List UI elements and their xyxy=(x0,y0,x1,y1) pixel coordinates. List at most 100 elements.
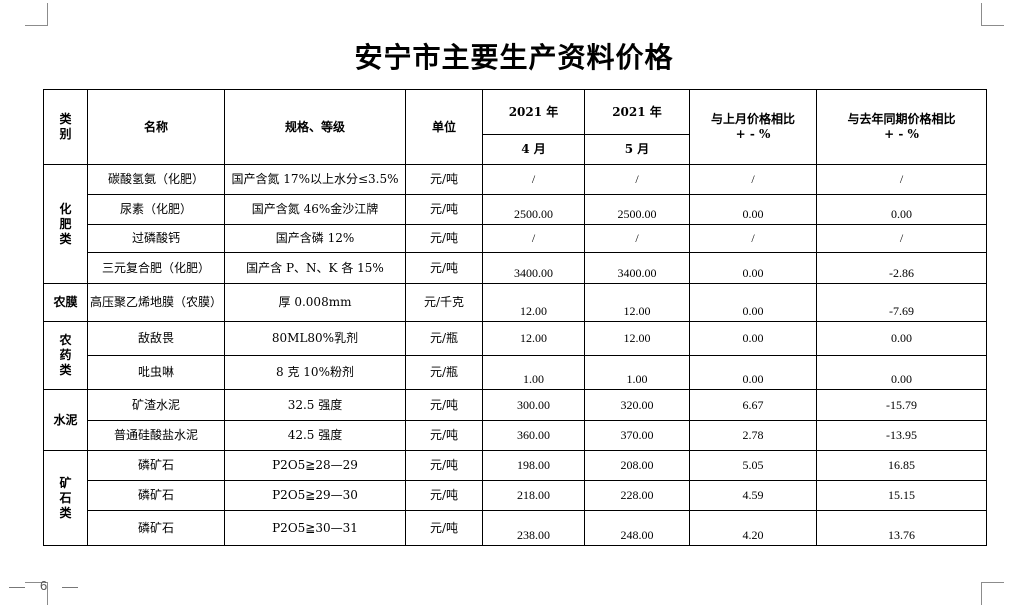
price-may: 370.00 xyxy=(584,420,690,451)
item-name: 矿渣水泥 xyxy=(87,389,225,421)
item-name: 过磷酸钙 xyxy=(87,224,225,253)
price-apr: 12.00 xyxy=(482,283,585,322)
item-spec: P2O5≧29—30 xyxy=(224,480,406,511)
table-row: 三元复合肥（化肥） 国产含 P、N、K 各 15% 元/吨 3400.00 3400.0… xyxy=(44,252,987,284)
item-spec: P2O5≧30—31 xyxy=(224,510,406,546)
change-mom: 4.20 xyxy=(689,510,817,546)
price-may: 12.00 xyxy=(584,283,690,322)
header-category: 类别 xyxy=(43,89,88,165)
change-yoy: -15.79 xyxy=(816,389,987,421)
table-row: 普通硅酸盐水泥 42.5 强度 元/吨 360.00 370.00 2.78 -13.95 xyxy=(44,420,987,451)
item-unit: 元/吨 xyxy=(405,450,483,481)
change-mom: 0.00 xyxy=(689,252,817,284)
price-apr: 3400.00 xyxy=(482,252,585,284)
item-unit: 元/吨 xyxy=(405,224,483,253)
item-unit: 元/吨 xyxy=(405,194,483,225)
item-name: 三元复合肥（化肥） xyxy=(87,252,225,284)
item-unit: 元/瓶 xyxy=(405,355,483,390)
header-month-a: 4 月 xyxy=(482,134,585,165)
category-cell: 水泥 xyxy=(43,389,88,451)
header-mom-line1: 与上月价格相比 xyxy=(710,112,795,126)
change-yoy: / xyxy=(816,224,987,253)
change-yoy: 16.85 xyxy=(816,450,987,481)
change-mom: 0.00 xyxy=(689,283,817,322)
table-row: 过磷酸钙 国产含磷 12% 元/吨 / / / / xyxy=(44,224,987,253)
change-mom: 0.00 xyxy=(689,355,817,390)
change-mom: 0.00 xyxy=(689,194,817,225)
header-unit: 单位 xyxy=(405,89,483,165)
change-mom: 6.67 xyxy=(689,389,817,421)
table-row: 农药类敌敌畏 80ML80%乳剂 元/瓶 12.00 12.00 0.00 0.00 xyxy=(43,321,987,390)
header-mom-line2: + - % xyxy=(735,127,771,141)
item-unit: 元/吨 xyxy=(405,510,483,546)
change-mom: / xyxy=(689,164,817,195)
change-mom: / xyxy=(689,224,817,253)
item-spec: 厚 0.008mm xyxy=(224,283,406,322)
item-name: 高压聚乙烯地膜（农膜） xyxy=(87,283,225,322)
price-may: 1.00 xyxy=(584,355,690,390)
change-yoy: 0.00 xyxy=(816,355,987,390)
change-yoy: -2.86 xyxy=(816,252,987,284)
price-may: 320.00 xyxy=(584,389,690,421)
change-yoy: 13.76 xyxy=(816,510,987,546)
item-spec: 8 克 10%粉剂 xyxy=(224,355,406,390)
price-apr: 360.00 xyxy=(482,420,585,451)
item-spec: P2O5≧28—29 xyxy=(224,450,406,481)
corner-mark-bottom-right xyxy=(981,582,1004,605)
table-row: 尿素（化肥） 国产含氮 46%金沙江牌 元/吨 2500.00 2500.00 0.00 0… xyxy=(44,194,987,225)
item-spec: 80ML80%乳剂 xyxy=(224,321,406,356)
price-may: 248.00 xyxy=(584,510,690,546)
table-row: 化肥类碳酸氢氨（化肥） 国产含氮 17%以上水分≤3.5% 元/吨 / / / / xyxy=(43,164,987,284)
price-apr: / xyxy=(482,164,585,195)
price-may: 2500.00 xyxy=(584,194,690,225)
change-yoy: / xyxy=(816,164,987,195)
header-yoy-line1: 与去年同期价格相比 xyxy=(847,112,956,126)
price-may: / xyxy=(584,164,690,195)
item-unit: 元/千克 xyxy=(405,283,483,322)
header-category-label: 类别 xyxy=(59,112,72,141)
price-apr: 300.00 xyxy=(482,389,585,421)
item-unit: 元/吨 xyxy=(405,389,483,421)
item-name: 吡虫啉 xyxy=(87,355,225,390)
item-unit: 元/吨 xyxy=(405,420,483,451)
item-spec: 32.5 强度 xyxy=(224,389,406,421)
item-name: 磷矿石 xyxy=(87,450,225,481)
table-row: 磷矿石 P2O5≧30—31 元/吨 238.00 248.00 4.20 13.76 xyxy=(44,510,987,546)
corner-mark-top-right xyxy=(981,3,1004,26)
header-name: 名称 xyxy=(87,89,225,165)
change-mom: 5.05 xyxy=(689,450,817,481)
header-year-b: 2021 年 xyxy=(584,89,690,135)
price-apr: 198.00 xyxy=(482,450,585,481)
item-spec: 国产含磷 12% xyxy=(224,224,406,253)
category-cell: 化肥类 xyxy=(43,164,88,284)
table-row: 矿石类磷矿石 P2O5≧28—29 元/吨 198.00 208.00 5.05 16.85 xyxy=(43,450,987,546)
price-apr: / xyxy=(482,224,585,253)
item-spec: 国产含氮 17%以上水分≤3.5% xyxy=(224,164,406,195)
item-spec: 国产含氮 46%金沙江牌 xyxy=(224,194,406,225)
price-may: / xyxy=(584,224,690,253)
change-mom: 4.59 xyxy=(689,480,817,511)
page-title: 安宁市主要生产资料价格 xyxy=(354,41,674,74)
header-yoy-line2: + - % xyxy=(884,127,919,141)
price-apr: 2500.00 xyxy=(482,194,585,225)
price-apr: 238.00 xyxy=(482,510,585,546)
item-unit: 元/吨 xyxy=(405,252,483,284)
change-yoy: -7.69 xyxy=(816,283,987,322)
category-cell: 矿石类 xyxy=(43,450,88,546)
price-may: 208.00 xyxy=(584,450,690,481)
table-row: 农膜 高压聚乙烯地膜（农膜）厚 0.008mm 元/千克 12.00 12.00 0.00… xyxy=(43,283,987,322)
header-yoy: 与去年同期价格相比 + - % xyxy=(816,89,987,165)
header-month-b: 5 月 xyxy=(584,134,690,165)
price-may: 3400.00 xyxy=(584,252,690,284)
category-cell: 农膜 xyxy=(43,283,88,322)
price-may: 12.00 xyxy=(584,321,690,356)
change-yoy: 0.00 xyxy=(816,321,987,356)
item-name: 碳酸氢氨（化肥） xyxy=(87,164,225,195)
item-name: 普通硅酸盐水泥 xyxy=(87,420,225,451)
price-table: 类别 名称 规格、等级 单位 2021 年 2021 年 与上月价格相比 + -… xyxy=(43,89,987,546)
price-may: 228.00 xyxy=(584,480,690,511)
table-body: 化肥类碳酸氢氨（化肥） 国产含氮 17%以上水分≤3.5% 元/吨 / / / / 尿素（化肥… xyxy=(43,164,987,546)
item-unit: 元/吨 xyxy=(405,480,483,511)
corner-mark-top-left xyxy=(25,3,48,26)
table-row: 水泥 矿渣水泥 32.5 强度 元/吨 300.00 320.00 6.67 -15.79 xyxy=(43,389,987,451)
